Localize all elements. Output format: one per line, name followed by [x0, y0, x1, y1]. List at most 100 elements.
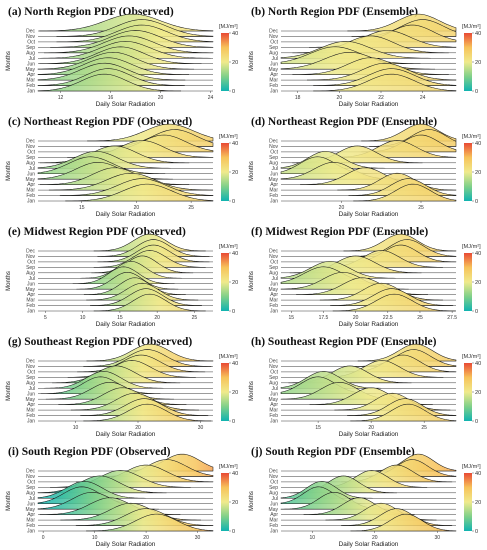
month-label: Apr: [27, 72, 35, 78]
panel-c: (c) Northeast Region PDF (Observed) DecNo…: [6, 116, 238, 218]
colorbar-tick-label: 20: [475, 60, 481, 66]
month-label: Jan: [270, 89, 278, 95]
panel-j: (j) South Region PDF (Ensemble) DecNovOct…: [249, 446, 481, 548]
month-label: Nov: [269, 254, 278, 260]
ridge-jan: [313, 73, 457, 92]
y-axis-label: Months: [249, 381, 255, 401]
month-label: Aug: [26, 380, 35, 386]
y-axis-label: Months: [6, 381, 12, 401]
colorbar-tick-label: 40: [232, 251, 238, 257]
month-label: Aug: [269, 380, 278, 386]
month-label: Jun: [270, 391, 278, 397]
month-label: Oct: [27, 480, 35, 486]
ridge-jan: [353, 183, 457, 202]
colorbar: [221, 33, 229, 91]
month-label: Jun: [270, 501, 278, 507]
x-tick-label: 10: [73, 425, 79, 431]
colorbar-tick-label: 40: [232, 361, 238, 367]
x-tick-label: 27.5: [447, 315, 457, 321]
x-tick-label: 20: [135, 425, 141, 431]
month-label: Oct: [270, 40, 278, 46]
month-label: May: [26, 397, 36, 403]
month-label: Oct: [270, 480, 278, 486]
ridge-apr: [39, 167, 190, 185]
month-label: Jul: [29, 276, 35, 282]
month-label: Aug: [269, 50, 278, 56]
x-tick-label: 24: [420, 95, 426, 101]
panel-title: (f) Midwest Region PDF (Ensemble): [251, 226, 428, 238]
month-label: May: [26, 177, 36, 183]
x-tick-label: 20: [158, 95, 164, 101]
ridge-apr: [296, 277, 428, 295]
month-label: Jul: [272, 386, 278, 392]
month-label: Jan: [270, 309, 278, 315]
month-label: Apr: [270, 292, 278, 298]
ridge-may: [45, 381, 174, 400]
x-tick-label: 25: [192, 315, 198, 321]
month-label: Jul: [272, 496, 278, 502]
panel-h: (h) Southeast Region PDF (Ensemble) DecNo…: [249, 336, 481, 438]
month-label: Jan: [27, 419, 35, 425]
x-axis-label: Daily Solar Radiation: [96, 211, 156, 218]
panel-b: (b) North Region PDF (Ensemble) DecNovOct…: [249, 6, 481, 108]
ridge-jan: [65, 183, 214, 202]
x-tick-label: 20: [143, 535, 149, 541]
month-label: Apr: [27, 512, 35, 518]
month-label: Nov: [26, 364, 35, 370]
colorbar-unit-label: [MJ/m²]: [219, 24, 238, 30]
colorbar-tick-label: 20: [232, 500, 238, 506]
ridge-jan: [350, 403, 457, 422]
month-label: Jul: [29, 386, 35, 392]
ridge-mar: [325, 502, 437, 521]
colorbar: [464, 143, 472, 201]
month-label: Oct: [27, 40, 35, 46]
month-label: Sep: [26, 155, 35, 161]
colorbar-tick-label: 40: [475, 361, 481, 367]
x-tick-label: 20: [134, 205, 140, 211]
x-tick-label: 15: [289, 315, 295, 321]
x-tick-label: 20: [368, 425, 374, 431]
x-tick-label: 0: [42, 535, 45, 541]
panel-title: (e) Midwest Region PDF (Observed): [8, 226, 186, 238]
colorbar-tick-label: 0: [475, 419, 478, 425]
month-label: Sep: [269, 485, 278, 491]
month-label: Sep: [269, 265, 278, 271]
month-label: Mar: [269, 188, 278, 194]
month-label: Dec: [26, 469, 35, 475]
x-axis-label: Daily Solar Radiation: [339, 101, 399, 108]
month-label: Dec: [269, 29, 278, 35]
colorbar-unit-label: [MJ/m²]: [462, 134, 481, 140]
month-label: Jul: [272, 276, 278, 282]
x-tick-label: 20: [372, 535, 378, 541]
colorbar-tick-label: 0: [475, 529, 478, 535]
month-label: Dec: [269, 249, 278, 255]
colorbar-tick-label: 20: [475, 170, 481, 176]
month-label: May: [269, 177, 279, 183]
x-tick-label: 25: [417, 315, 423, 321]
month-label: Oct: [27, 260, 35, 266]
month-label: Jan: [27, 89, 35, 95]
x-tick-label: 10: [80, 315, 86, 321]
x-tick-label: 20: [353, 315, 359, 321]
x-tick-label: 22: [378, 95, 384, 101]
ridge-mar: [334, 392, 451, 411]
month-label: Jul: [29, 166, 35, 172]
colorbar-unit-label: [MJ/m²]: [219, 134, 238, 140]
month-label: Jun: [27, 281, 35, 287]
month-label: Jan: [27, 309, 35, 315]
colorbar-tick-label: 20: [475, 500, 481, 506]
month-label: Nov: [269, 364, 278, 370]
month-label: Aug: [26, 270, 35, 276]
colorbar: [464, 473, 472, 531]
month-label: Jan: [270, 419, 278, 425]
colorbar-unit-label: [MJ/m²]: [462, 24, 481, 30]
ridge-sep: [67, 360, 196, 378]
colorbar-unit-label: [MJ/m²]: [462, 464, 481, 470]
x-tick-label: 20: [339, 205, 345, 211]
month-label: Sep: [269, 375, 278, 381]
panel-e: (e) Midwest Region PDF (Observed) DecNovO…: [6, 226, 238, 328]
colorbar-tick-label: 40: [475, 31, 481, 37]
colorbar-tick-label: 20: [232, 280, 238, 286]
panel-title: (a) North Region PDF (Observed): [8, 6, 174, 18]
